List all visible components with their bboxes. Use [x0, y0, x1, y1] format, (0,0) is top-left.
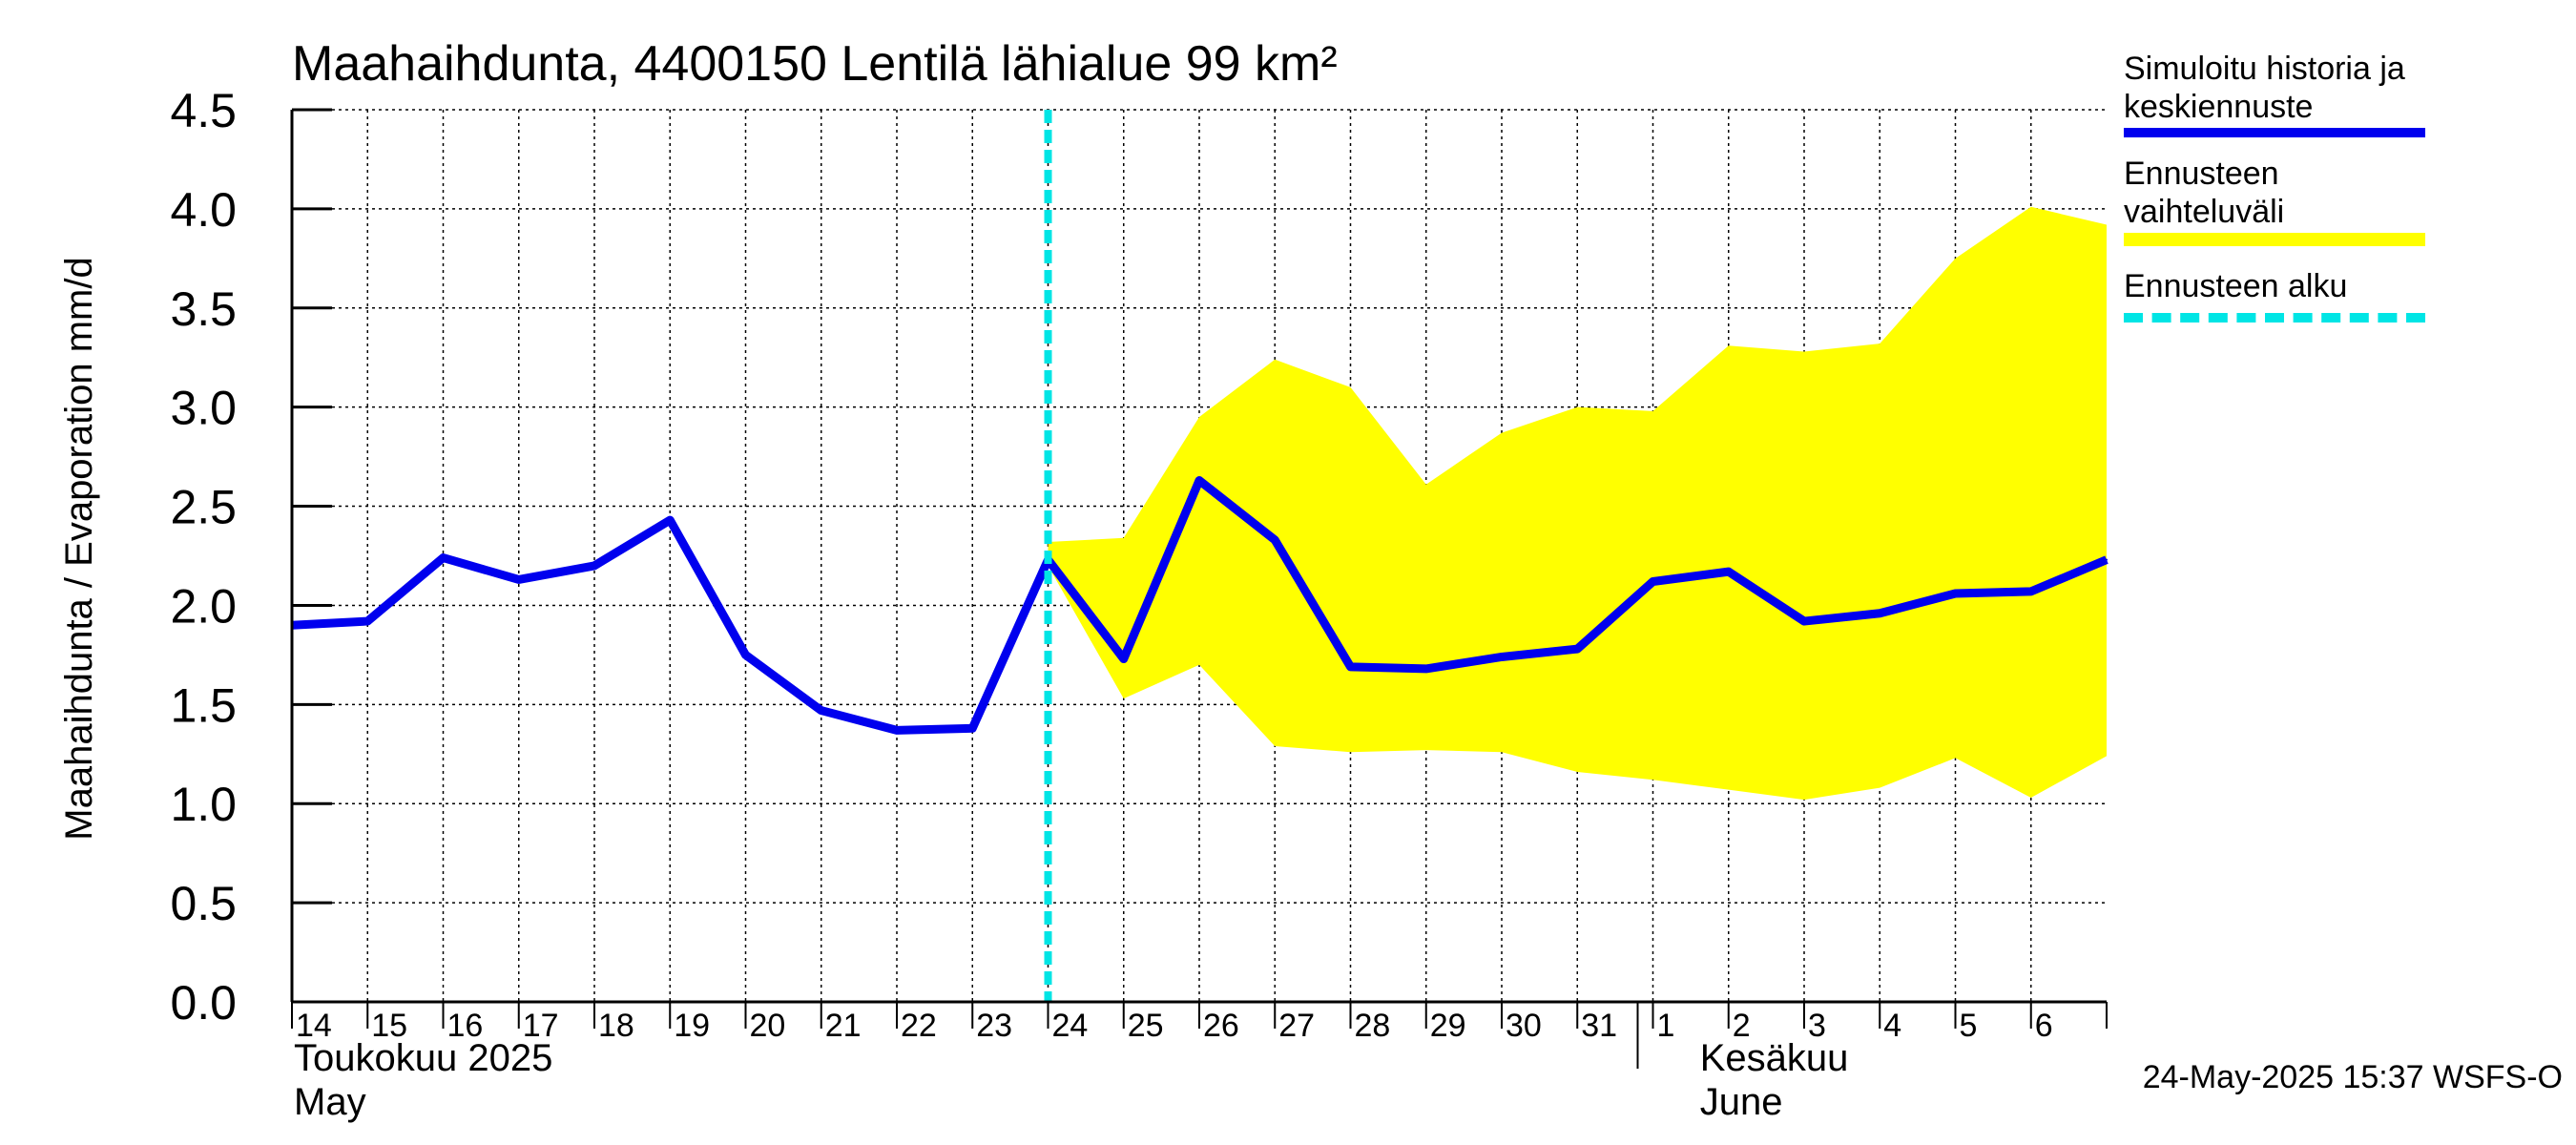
- series-point: [2106, 558, 2108, 561]
- x-tick-label: 27: [1278, 1008, 1315, 1044]
- series-point: [1198, 479, 1200, 482]
- y-axis-label: Maahaihdunta / Evaporation mm/d: [58, 257, 100, 840]
- range-band-area: [1048, 206, 2107, 801]
- x-tick-label: 1: [1657, 1008, 1675, 1044]
- x-tick-label: 25: [1128, 1008, 1164, 1044]
- series-point: [1274, 538, 1277, 541]
- x-tick-label: 29: [1430, 1008, 1466, 1044]
- x-tick-label: 3: [1808, 1008, 1826, 1044]
- x-tick-label: 30: [1506, 1008, 1542, 1044]
- series-point: [1803, 620, 1805, 623]
- legend-swatch-blue-line: [2124, 128, 2425, 137]
- y-tick-label: 4.0: [170, 183, 237, 237]
- y-tick-label: 1.0: [170, 778, 237, 831]
- series-point: [1652, 580, 1654, 583]
- simulated-series-line: [291, 110, 2109, 1002]
- series-point: [1349, 665, 1352, 668]
- x-tick-label: 21: [825, 1008, 862, 1044]
- x-tick-label: 23: [976, 1008, 1012, 1044]
- x-tick-label: 4: [1883, 1008, 1901, 1044]
- x-tick-label: 22: [901, 1008, 937, 1044]
- legend-item-range: Ennusteen vaihteluväli: [2124, 155, 2448, 246]
- legend-item-forecast-start: Ennusteen alku: [2124, 267, 2448, 323]
- legend-label: Simuloitu historia ja keskiennuste: [2124, 51, 2405, 125]
- legend-item-simulated: Simuloitu historia ja keskiennuste: [2124, 50, 2448, 137]
- series-point: [1424, 667, 1427, 670]
- legend-label: Ennusteen alku: [2124, 268, 2348, 304]
- chart-title: Maahaihdunta, 4400150 Lentilä lähialue 9…: [292, 36, 1338, 92]
- month-label: Toukokuu 2025: [294, 1037, 552, 1079]
- y-tick-label: 0.0: [170, 976, 237, 1030]
- x-tick-label: 17: [523, 1008, 559, 1044]
- x-tick-label: 20: [750, 1008, 786, 1044]
- series-point: [744, 654, 747, 656]
- series-point: [593, 564, 595, 567]
- timestamp-footer: 24-May-2025 15:37 WSFS-O: [2142, 1059, 2563, 1095]
- x-tick-label: 14: [296, 1008, 332, 1044]
- y-tick-label: 4.5: [170, 84, 237, 137]
- series-point: [971, 727, 974, 730]
- y-tick-label: 3.5: [170, 282, 237, 336]
- x-tick-label: 24: [1052, 1008, 1089, 1044]
- series-point: [1879, 612, 1881, 614]
- x-axis-ticks: 14 15 16 17 18 19 20 21 22 23 24 25 26 27 28 29 30 31 1 2 3 4…: [291, 1002, 2108, 1069]
- y-axis-ticks: 0.0 0.5 1.0 1.5 2.0 2.5 3.0 3.5 4.0 4.5: [170, 84, 332, 1030]
- y-tick-label: 2.0: [170, 579, 237, 633]
- legend-swatch-cyan-dashed: [2124, 313, 2425, 323]
- y-tick-label: 1.5: [170, 678, 237, 732]
- forecast-range-band: [1048, 206, 2107, 801]
- legend-swatch-yellow-band: [2124, 233, 2425, 246]
- series-point: [442, 556, 445, 559]
- series-point: [1122, 657, 1125, 660]
- legend: Simuloitu historia ja keskiennuste Ennus…: [2124, 50, 2448, 323]
- x-tick-label: 2: [1733, 1008, 1751, 1044]
- series-point: [517, 578, 520, 581]
- series-point: [1576, 648, 1579, 651]
- x-tick-label: 15: [371, 1008, 407, 1044]
- x-tick-label: 28: [1355, 1008, 1391, 1044]
- y-tick-label: 3.0: [170, 382, 237, 435]
- x-tick-label: 31: [1581, 1008, 1617, 1044]
- series-point: [1501, 656, 1503, 658]
- series-point: [1954, 592, 1957, 594]
- x-tick-label: 18: [598, 1008, 634, 1044]
- x-tick-label: 19: [674, 1008, 710, 1044]
- series-point: [366, 620, 369, 623]
- month-label-en: May: [294, 1081, 366, 1123]
- series-point: [2029, 590, 2032, 593]
- y-tick-label: 2.5: [170, 481, 237, 534]
- series-point: [1727, 571, 1730, 573]
- x-tick-label: 6: [2035, 1008, 2053, 1044]
- x-tick-label: 5: [1960, 1008, 1978, 1044]
- month-label: Kesäkuu: [1700, 1037, 1849, 1079]
- series-point: [896, 729, 898, 732]
- series-point: [669, 519, 672, 522]
- x-tick-label: 26: [1203, 1008, 1239, 1044]
- y-tick-label: 0.5: [170, 877, 237, 930]
- legend-label: Ennusteen vaihteluväli: [2124, 156, 2285, 230]
- x-tick-label: 16: [447, 1008, 484, 1044]
- series-point: [820, 709, 822, 712]
- month-label-en: June: [1700, 1081, 1783, 1123]
